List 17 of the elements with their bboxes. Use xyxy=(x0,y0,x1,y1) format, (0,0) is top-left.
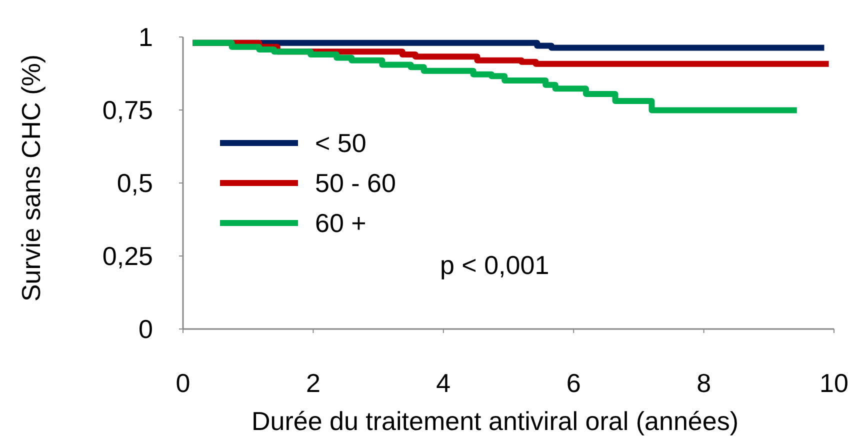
y-axis-title: Survie sans CHC (%) xyxy=(16,54,46,302)
legend-label: 60 + xyxy=(315,208,366,238)
x-tick-label: 0 xyxy=(176,368,190,398)
annotation: p < 0,001 xyxy=(440,250,550,280)
x-tick-label: 6 xyxy=(566,368,581,398)
y-tick-label: 0 xyxy=(138,314,153,344)
y-tick-label: 0,75 xyxy=(102,95,153,126)
legend-label: 50 - 60 xyxy=(315,168,396,198)
x-axis-title: Durée du traitement antiviral oral (années) xyxy=(251,406,739,436)
x-tick-label: 10 xyxy=(820,368,848,398)
x-tick-label: 4 xyxy=(436,368,451,398)
x-tick-label: 2 xyxy=(306,368,320,398)
x-tick-label: 8 xyxy=(696,368,712,398)
legend-label: < 50 xyxy=(315,128,366,158)
y-tick-label: 1 xyxy=(138,22,153,52)
y-tick-label: 0,25 xyxy=(102,241,153,272)
y-tick-label: 0,5 xyxy=(116,168,153,198)
